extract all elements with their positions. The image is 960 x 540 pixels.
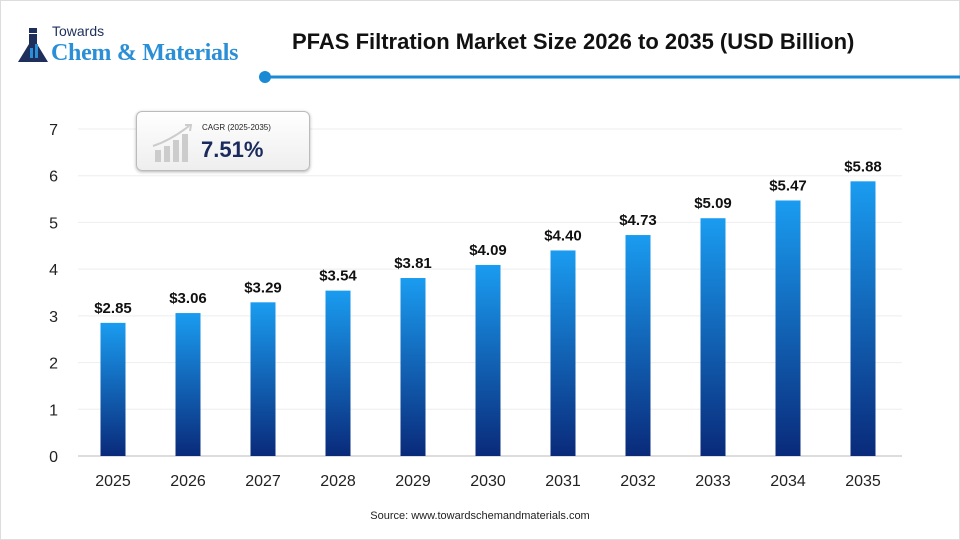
data-label: $3.29 [244,279,282,296]
x-tick-label: 2028 [320,473,356,490]
data-label: $5.88 [844,158,882,175]
data-label: $3.06 [169,290,207,307]
chart-title: PFAS Filtration Market Size 2026 to 2035… [292,29,855,54]
flask-icon [18,28,48,62]
data-label: $4.73 [619,212,657,229]
x-tick-label: 2033 [695,473,731,490]
y-tick-label: 4 [49,262,58,279]
x-tick-label: 2034 [770,473,806,490]
bar [700,218,726,456]
data-label: $4.40 [544,227,582,244]
y-tick-label: 7 [49,122,58,139]
x-tick-label: 2029 [395,473,431,490]
x-tick-label: 2030 [470,473,506,490]
x-tick-label: 2026 [170,473,206,490]
bar [550,250,576,456]
bar [250,302,276,456]
bar [475,264,501,456]
x-tick-label: 2032 [620,473,656,490]
cagr-value: 7.51% [201,137,264,162]
y-tick-label: 2 [49,356,58,373]
y-tick-label: 0 [49,449,58,466]
bar [625,235,651,456]
data-label: $5.09 [694,195,732,212]
data-label: $5.47 [769,177,807,194]
growth-chart-icon [152,124,193,162]
logo: Towards Chem & Materials [17,24,267,66]
x-tick-label: 2035 [845,473,881,490]
data-label: $3.81 [394,255,432,272]
cagr-label: CAGR (2025-2035) [202,123,271,132]
y-tick-label: 3 [49,309,58,326]
data-label: $4.09 [469,242,507,259]
logo-line1: Towards [52,23,105,39]
y-tick-label: 5 [49,215,58,232]
data-label: $2.85 [94,300,132,317]
y-tick-label: 6 [49,169,58,186]
x-tick-label: 2031 [545,473,581,490]
x-tick-label: 2025 [95,473,131,490]
logo-line2: Chem & Materials [51,40,239,66]
bar [325,290,351,456]
cagr-box: CAGR (2025-2035) 7.51% [136,111,310,171]
data-label: $3.54 [319,268,357,285]
bar [400,278,426,456]
bar [175,313,201,456]
bar [775,200,801,456]
bar [850,181,876,456]
x-tick-label: 2027 [245,473,281,490]
bar [100,322,126,456]
y-tick-label: 1 [49,402,58,419]
source-note: Source: www.towardschemandmaterials.com [370,510,590,522]
